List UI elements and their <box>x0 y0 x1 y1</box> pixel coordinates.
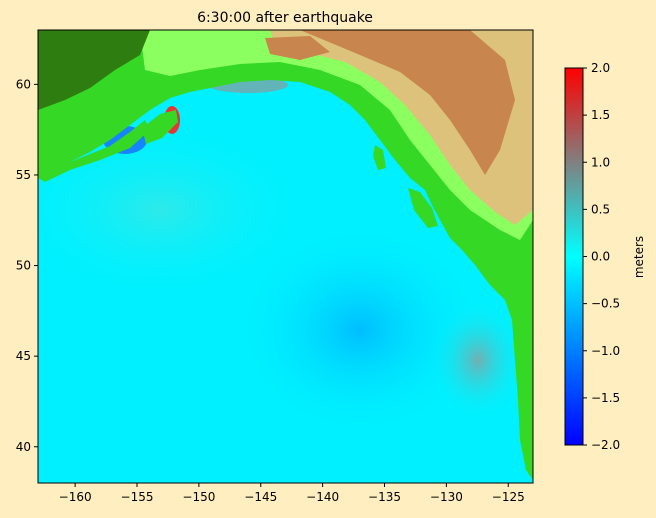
x-tick-label: −130 <box>430 490 463 504</box>
colorbar-tick-label: 1.0 <box>591 155 610 169</box>
haida-gwaii <box>373 145 386 170</box>
colorbar-tick-label: −2.0 <box>591 438 620 452</box>
mainland <box>38 30 533 480</box>
forest-northwest <box>38 30 150 110</box>
x-tick-label: −125 <box>492 490 525 504</box>
y-axis: 40 45 50 55 60 <box>16 77 38 454</box>
peaks-west <box>265 36 330 60</box>
y-tick-label: 45 <box>16 349 31 363</box>
y-tick-label: 40 <box>16 440 31 454</box>
x-tick-label: −145 <box>244 490 277 504</box>
peaks <box>300 30 515 175</box>
y-tick-label: 55 <box>16 168 31 182</box>
x-tick-label: −150 <box>182 490 215 504</box>
chart-title: 6:30:00 after earthquake <box>197 10 373 26</box>
x-axis: −160 −155 −150 −145 −140 −135 −130 −125 <box>59 483 525 504</box>
colorbar-tick-label: −0.5 <box>591 297 620 311</box>
map-area <box>38 30 533 483</box>
colorbar-tick-label: −1.0 <box>591 344 620 358</box>
colorbar-tick-label: −1.5 <box>591 391 620 405</box>
colorbar-ticks: 2.0 1.5 1.0 0.5 0.0 −0.5 −1.0 −1.5 −2.0 <box>583 61 620 452</box>
colorbar-tick-label: 0.0 <box>591 250 610 264</box>
y-tick-label: 50 <box>16 259 31 273</box>
colorbar-tick-label: 2.0 <box>591 61 610 75</box>
offshore-wave-bulge <box>430 300 526 420</box>
alaska-peninsula <box>38 120 150 182</box>
colorbar-tick-label: 0.5 <box>591 202 610 216</box>
open-ocean-wave-field <box>38 120 310 300</box>
x-tick-label: −155 <box>121 490 154 504</box>
vancouver-island <box>408 188 438 228</box>
colorbar: 2.0 1.5 1.0 0.5 0.0 −0.5 −1.0 −1.5 −2.0 meters <box>564 61 646 452</box>
x-tick-label: −135 <box>368 490 401 504</box>
x-tick-label: −160 <box>59 490 92 504</box>
y-tick-label: 60 <box>16 77 31 91</box>
x-tick-label: −140 <box>306 490 339 504</box>
kodiak-island <box>142 110 178 144</box>
plot-frame <box>37 29 534 484</box>
colorbar-tick-label: 1.5 <box>591 108 610 122</box>
colorbar-gradient <box>564 67 584 446</box>
deep-water-trough <box>230 220 490 440</box>
colorbar-label: meters <box>632 236 646 278</box>
